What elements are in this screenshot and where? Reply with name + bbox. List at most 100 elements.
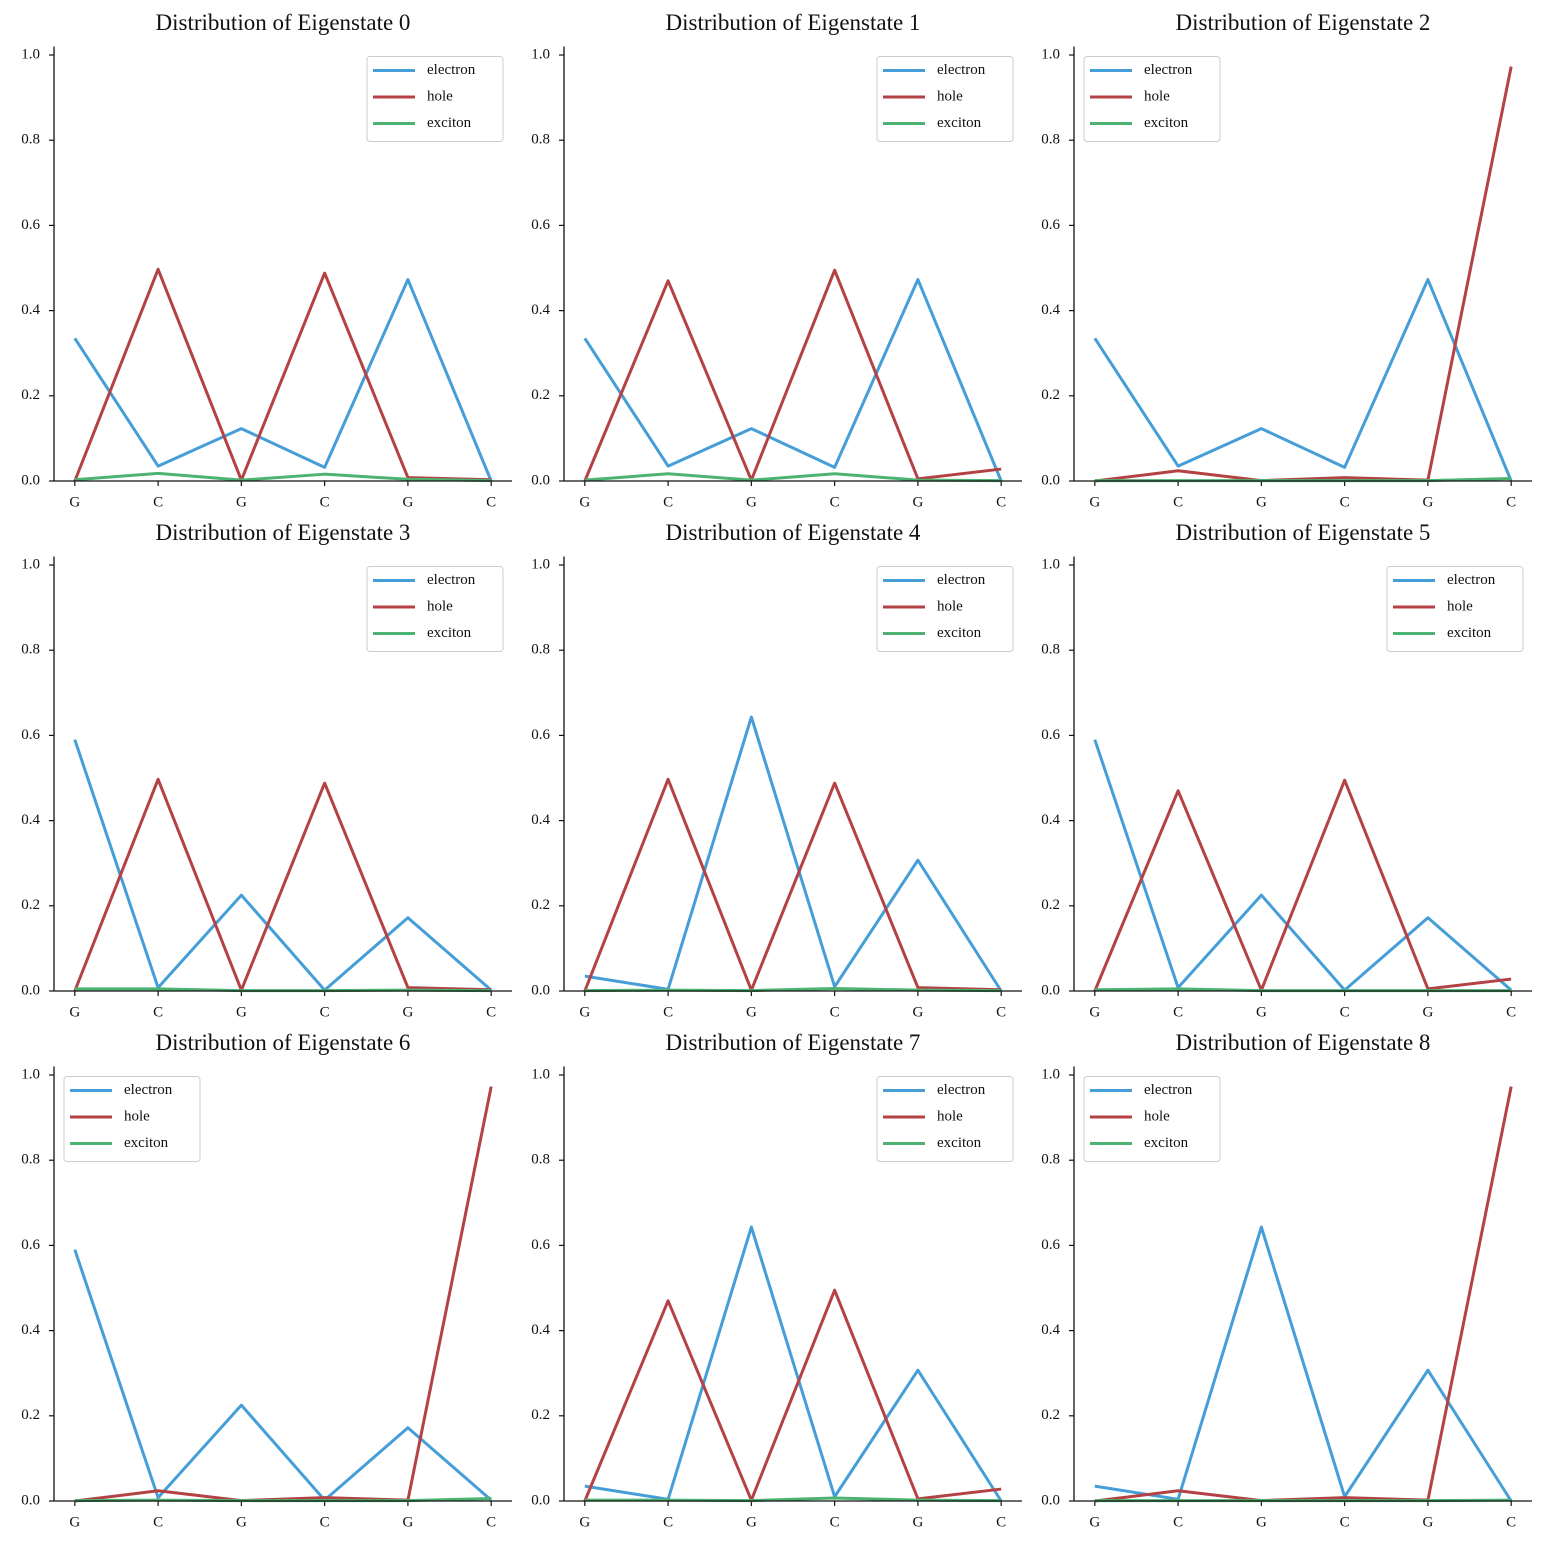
data-line [584, 986, 1002, 993]
x-tick-label: G [402, 1514, 413, 1530]
y-tick-label: 0.2 [1041, 897, 1060, 913]
y-tick-label: 0.2 [21, 1407, 40, 1423]
x-tick-label: C [1506, 494, 1516, 510]
x-tick-label: C [320, 1514, 330, 1530]
x-tick-label: G [69, 494, 80, 510]
y-tick-label: 0.2 [21, 387, 40, 403]
y-tick-label: 1.0 [1041, 556, 1060, 572]
y-tick-label: 1.0 [21, 556, 40, 572]
chart-title: Distribution of Eigenstate 8 [1176, 1030, 1431, 1055]
y-tick-label: 0.6 [1041, 217, 1060, 233]
legend-box [1083, 56, 1221, 142]
y-tick-label: 0.6 [1041, 1237, 1060, 1253]
x-tick-label: G [912, 1514, 923, 1530]
legend-label: exciton [937, 115, 982, 131]
legend-box [63, 1076, 201, 1162]
legend-label: exciton [427, 625, 472, 641]
x-tick-label: C [486, 1514, 496, 1530]
x-tick-label: G [69, 1514, 80, 1530]
y-tick-label: 0.4 [531, 812, 550, 828]
legend-label: hole [937, 1108, 963, 1124]
y-tick-label: 0.4 [531, 302, 550, 318]
y-tick-label: 0.2 [1041, 1407, 1060, 1423]
legend-label: hole [1447, 598, 1473, 614]
x-tick-label: C [663, 494, 673, 510]
x-tick-label: G [1422, 1514, 1433, 1530]
legend-label: hole [1144, 88, 1170, 104]
y-tick-label: 0.6 [21, 727, 40, 743]
data-line [1093, 739, 1513, 992]
legend-label: exciton [124, 1135, 169, 1151]
x-tick-label: G [1089, 1004, 1100, 1020]
y-tick-label: 0.6 [1041, 727, 1060, 743]
x-tick-label: C [1340, 1514, 1350, 1530]
data-line [1093, 778, 1512, 992]
y-tick-label: 0.6 [21, 1237, 40, 1253]
x-tick-label: C [486, 494, 496, 510]
x-tick-label: G [69, 1004, 80, 1020]
x-tick-label: C [830, 1514, 840, 1530]
chart-title: Distribution of Eigenstate 5 [1176, 520, 1431, 545]
x-tick-label: G [236, 1514, 247, 1530]
x-tick-label: G [236, 1004, 247, 1020]
x-tick-label: C [320, 1004, 330, 1020]
data-line [1094, 1225, 1513, 1502]
y-tick-label: 0.8 [1041, 1152, 1060, 1168]
data-line [73, 267, 492, 482]
chart-title: Distribution of Eigenstate 7 [666, 1030, 921, 1055]
legend-label: electron [1447, 572, 1496, 588]
x-tick-label: G [912, 1004, 923, 1020]
x-tick-label: C [153, 1514, 163, 1530]
y-tick-label: 0.8 [1041, 642, 1060, 658]
data-line [74, 471, 492, 483]
data-line [1093, 278, 1513, 482]
legend-box [1083, 1076, 1221, 1162]
data-line [584, 715, 1003, 992]
data-line [73, 1249, 493, 1502]
y-tick-label: 0.8 [21, 642, 40, 658]
legend-label: exciton [937, 1135, 982, 1151]
y-tick-label: 0.8 [21, 132, 40, 148]
y-tick-label: 1.0 [1041, 46, 1060, 62]
legend-box [876, 1076, 1014, 1162]
legend-label: hole [427, 88, 453, 104]
data-line [583, 278, 1003, 482]
y-tick-label: 1.0 [21, 1066, 40, 1082]
x-tick-label: G [1256, 1514, 1267, 1530]
legend-label: exciton [937, 625, 982, 641]
y-tick-label: 0.4 [1041, 302, 1060, 318]
chart-title: Distribution of Eigenstate 1 [666, 10, 921, 35]
x-tick-label: G [579, 1004, 590, 1020]
legend-label: hole [124, 1108, 150, 1124]
legend-label: exciton [427, 115, 472, 131]
data-line [583, 777, 1002, 992]
data-line [584, 1496, 1002, 1503]
data-line [73, 739, 493, 992]
x-tick-label: C [663, 1514, 673, 1530]
x-tick-label: C [1173, 494, 1183, 510]
data-line [1094, 987, 1512, 993]
y-tick-label: 0.6 [531, 727, 550, 743]
y-tick-label: 0.2 [531, 387, 550, 403]
legend-box [876, 566, 1014, 652]
x-tick-label: C [153, 494, 163, 510]
x-tick-label: G [402, 1004, 413, 1020]
legend-box [366, 566, 504, 652]
chart-title: Distribution of Eigenstate 6 [156, 1030, 411, 1055]
x-tick-label: G [579, 1514, 590, 1530]
y-tick-label: 0.2 [1041, 387, 1060, 403]
x-tick-label: G [1422, 494, 1433, 510]
y-tick-label: 0.2 [21, 897, 40, 913]
legend-label: electron [937, 572, 986, 588]
y-tick-label: 0.8 [531, 132, 550, 148]
y-tick-label: 0.0 [1041, 982, 1060, 998]
x-tick-label: C [320, 494, 330, 510]
y-tick-label: 0.0 [21, 1492, 40, 1508]
y-tick-label: 0.4 [21, 1322, 40, 1338]
x-tick-label: G [746, 1514, 757, 1530]
x-tick-label: G [1089, 1514, 1100, 1530]
x-tick-label: C [1506, 1514, 1516, 1530]
x-tick-label: C [1173, 1004, 1183, 1020]
legend-box [876, 56, 1014, 142]
